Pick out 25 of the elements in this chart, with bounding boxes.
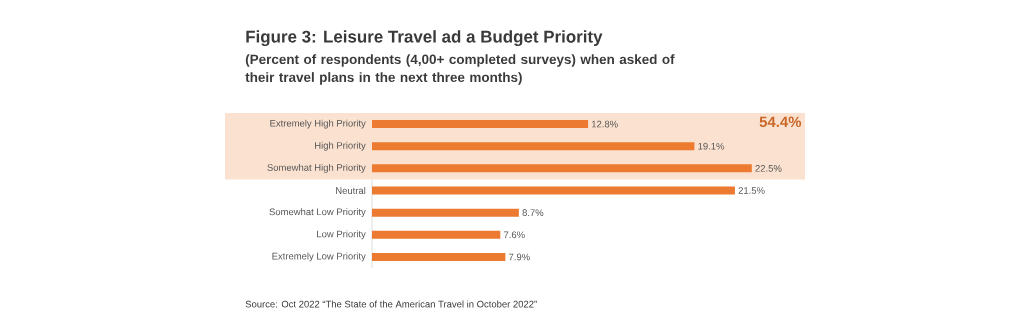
data-label: 22.5% [755,165,782,172]
y-tick-label: Extremely High Priority [270,119,366,129]
y-tick-label: Low Priority [317,230,366,240]
y-tick-label: Somewhat Low Priority [269,208,366,218]
data-label: 8.7% [522,209,544,216]
band-label: 54.4% [759,116,802,128]
source-note: Source: Oct 2022 “The State of the American Travel in October 2022” [245,300,537,308]
bar [372,208,519,217]
chart-title: Figure 3: Leisure Travel ad a Budget Priority [246,30,603,47]
y-tick-label: Somewhat High Priority [267,163,366,173]
chart-subtitle: (Percent of respondents (4,00+ completed surveys) when asked of their travel plans in the next three months) [245,54,675,85]
y-tick-label: Neutral [336,187,366,194]
y-tick-label: Extremely Low Priority [272,252,366,262]
bar [372,142,695,151]
data-label: 12.8% [591,120,618,128]
data-label: 19.1% [698,142,725,150]
bar [372,164,752,173]
bar [372,252,506,261]
data-label: 7.6% [503,231,525,239]
bar [372,230,501,239]
data-label: 21.5% [738,187,765,194]
y-tick-label: High Priority [315,141,366,151]
bar [372,120,589,129]
data-label: 7.9% [509,253,530,261]
bar [372,186,735,195]
